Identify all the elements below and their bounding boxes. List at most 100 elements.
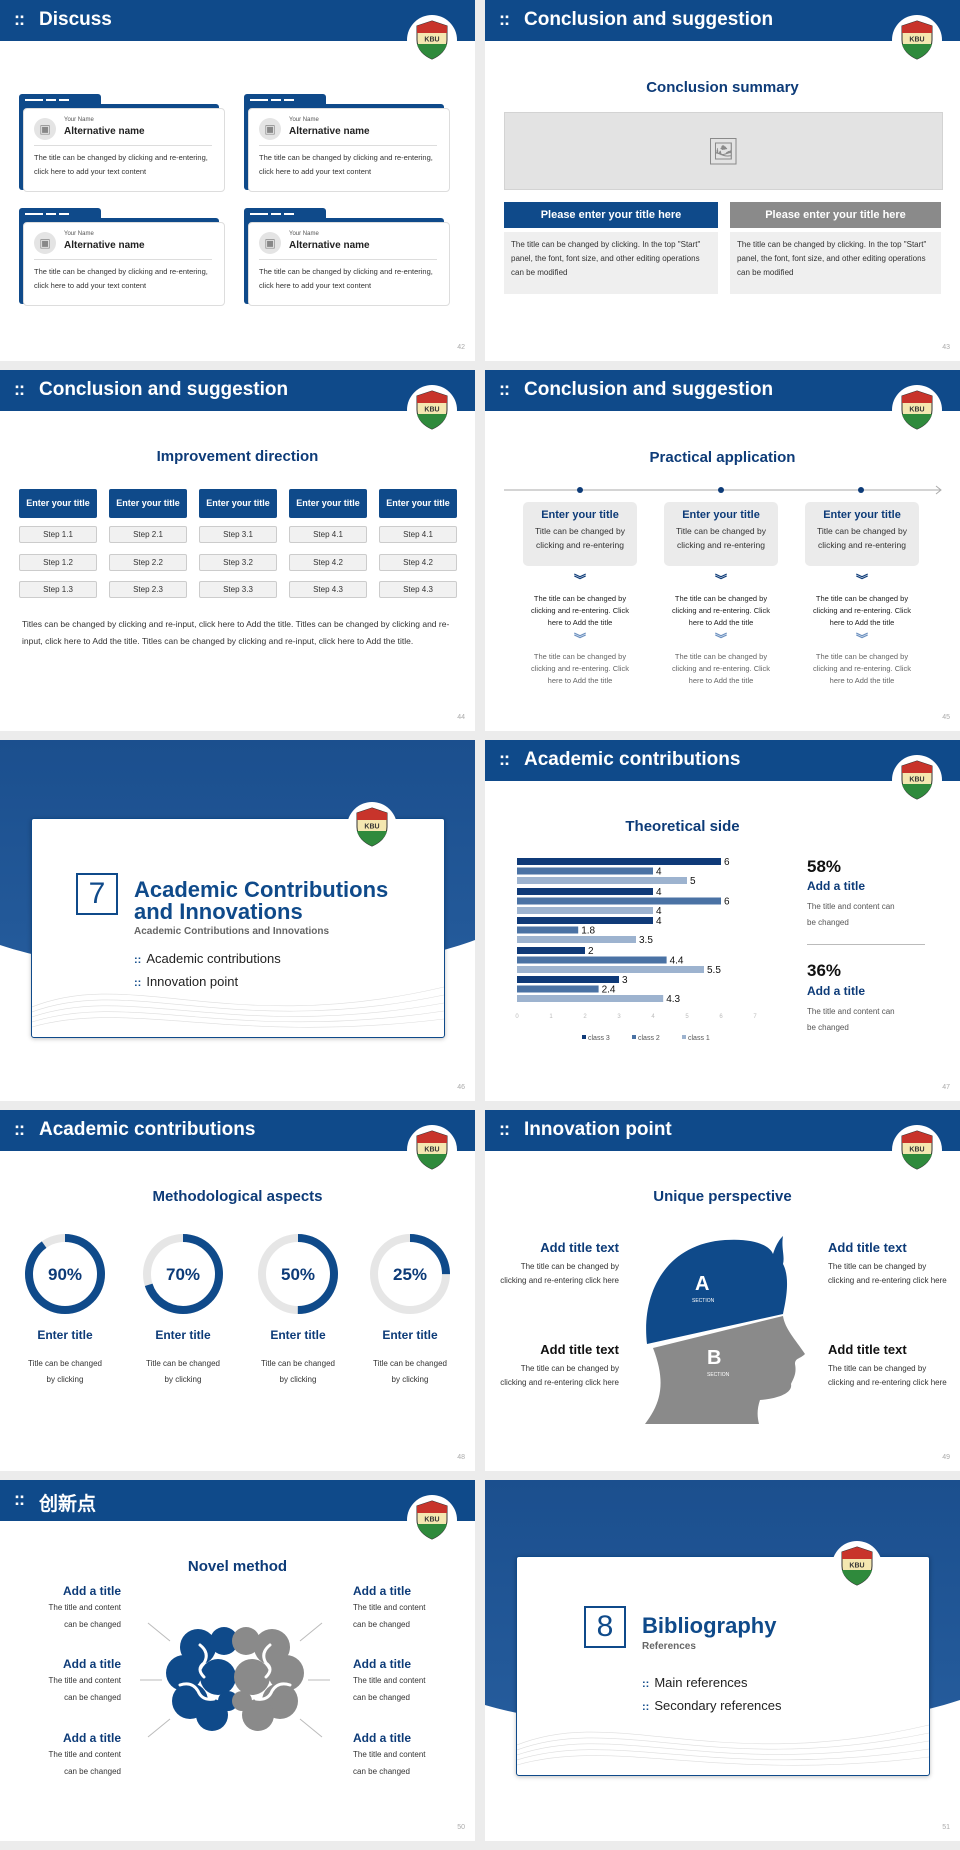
bar (517, 897, 721, 905)
text-block[interactable]: Add a title The title and content can be … (48, 1584, 122, 1629)
card-text: The title can be changed by clicking and… (259, 267, 433, 290)
step-box[interactable]: Step 4.2 (379, 554, 457, 571)
slide-title: 创新点 (39, 1494, 97, 1515)
step-box[interactable]: Step 2.2 (109, 554, 187, 571)
image-placeholder[interactable]: 🖼 (504, 112, 943, 190)
image-placeholder-icon[interactable]: ▣ (259, 118, 281, 140)
slide-discuss[interactable]: :: Discuss KBU ▣ Your Name Alternative name… (0, 0, 475, 361)
profile-card[interactable]: ▣ Your Name Alternative name The title can … (244, 94, 450, 192)
ring-text: Title can be changed by clicking (28, 1359, 102, 1384)
profile-card[interactable]: ▣ Your Name Alternative name The title can … (19, 208, 225, 306)
legend-swatch (582, 1035, 586, 1039)
page-number: 45 (942, 714, 950, 721)
text-block[interactable]: Add title text The title can be changed b… (828, 1240, 947, 1285)
name-label: Your Name (289, 231, 319, 237)
step-box[interactable]: Step 1.1 (19, 526, 97, 543)
column-title[interactable]: Enter your title (19, 489, 97, 518)
box-title[interactable]: Please enter your title here (730, 202, 941, 228)
slide-section-8[interactable]: 8 Bibliography References :: Main referen… (485, 1480, 960, 1841)
x-tick-label: 7 (753, 1014, 757, 1020)
wave-decoration (517, 1724, 929, 1766)
slide-improvement-direction[interactable]: :: Conclusion and suggestion KBU Improvem… (0, 370, 475, 731)
section-number: 7 (76, 873, 118, 915)
step-box[interactable]: Step 4.1 (289, 526, 367, 543)
slide-practical-application[interactable]: :: Conclusion and suggestion KBU Practica… (485, 370, 960, 731)
text-block[interactable]: Add a title The title and content can be … (353, 1584, 426, 1629)
step-box[interactable]: Step 1.2 (19, 554, 97, 571)
bullet-item[interactable]: :: Academic contributions (134, 951, 281, 966)
application-card[interactable]: Enter your title Title can be changed by … (664, 502, 778, 566)
bullet-item[interactable]: :: Secondary references (642, 1698, 782, 1713)
text-block[interactable]: Add a title The title and content can be … (48, 1731, 122, 1776)
slide-title: Conclusion and suggestion (39, 379, 289, 400)
slide-header: :: Conclusion and suggestion (0, 370, 475, 411)
application-card[interactable]: Enter your title Title can be changed by … (523, 502, 637, 566)
text-block[interactable]: Add title text The title can be changed b… (828, 1342, 947, 1387)
profile-card[interactable]: ▣ Your Name Alternative name The title can … (244, 208, 450, 306)
bar (517, 966, 704, 973)
bullet-item[interactable]: :: Innovation point (134, 974, 239, 989)
step-box[interactable]: Step 2.1 (109, 526, 187, 543)
image-placeholder-icon[interactable]: ▣ (259, 232, 281, 254)
ring-title: Enter title (37, 1328, 93, 1342)
text-block[interactable]: Add a title The title and content can be … (353, 1731, 426, 1776)
text-block[interactable]: Add a title The title and content can be … (48, 1657, 122, 1702)
progress-arc (25, 1234, 105, 1314)
step-box[interactable]: Step 4.3 (379, 581, 457, 598)
text-block[interactable]: Add a title The title and content can be … (353, 1657, 426, 1702)
svg-text:B: B (707, 1347, 721, 1369)
stat-text: The title and content can be changed (807, 1007, 895, 1032)
application-card[interactable]: Enter your title Title can be changed by … (805, 502, 919, 566)
text-block[interactable]: Add title text The title can be changed b… (500, 1342, 619, 1387)
image-placeholder-icon[interactable]: ▣ (34, 118, 56, 140)
step-box[interactable]: Step 3.1 (199, 526, 277, 543)
data-label: 5.5 (707, 965, 721, 976)
chevron-down-icon: ︾ (714, 632, 727, 646)
detail-text: The title can be changed by clicking and… (672, 652, 770, 685)
column-title[interactable]: Enter your title (109, 489, 187, 518)
timeline-line (504, 485, 942, 495)
card-text: The title can be changed by clicking and… (34, 267, 208, 290)
detail-text: The title can be changed by clicking and… (531, 594, 629, 627)
section-subtitle: References (642, 1641, 696, 1652)
bar (517, 936, 636, 943)
slide-methodological-aspects[interactable]: :: Academic contributions KBU Methodologi… (0, 1110, 475, 1471)
column-title[interactable]: Enter your title (379, 489, 457, 518)
step-box[interactable]: Step 2.3 (109, 581, 187, 598)
grid-dots-icon: :: (499, 9, 510, 29)
shield-icon: KBU (901, 1130, 933, 1170)
step-box[interactable]: Step 4.2 (289, 554, 367, 571)
x-tick-label: 2 (583, 1014, 587, 1020)
legend-label: class 3 (588, 1035, 610, 1042)
grid-dots-icon: :: (134, 977, 142, 989)
column-title[interactable]: Enter your title (289, 489, 367, 518)
svg-text:KBU: KBU (909, 1147, 924, 1154)
profile-card[interactable]: ▣ Your Name Alternative name The title can … (19, 94, 225, 192)
slide-theoretical-side[interactable]: :: Academic contributions KBU Theoretical… (485, 740, 960, 1101)
page-number: 48 (457, 1454, 465, 1461)
data-label: 3.5 (639, 935, 653, 946)
image-placeholder-icon[interactable]: ▣ (34, 232, 56, 254)
slide-unique-perspective[interactable]: :: Innovation point KBU Unique perspectiv… (485, 1110, 960, 1471)
bullet-item[interactable]: :: Main references (642, 1675, 748, 1690)
box-title[interactable]: Please enter your title here (504, 202, 718, 228)
bar (517, 867, 653, 875)
data-label: 3 (622, 975, 628, 986)
step-box[interactable]: Step 3.3 (199, 581, 277, 598)
grid-dots-icon: :: (14, 379, 25, 399)
slide-conclusion-summary[interactable]: :: Conclusion and suggestion KBU Conclusi… (485, 0, 960, 361)
step-box[interactable]: Step 4.3 (289, 581, 367, 598)
slide-novel-method[interactable]: :: 创新点 KBU Novel method Add a title The ti… (0, 1480, 475, 1841)
step-box[interactable]: Step 1.3 (19, 581, 97, 598)
slide-section-7[interactable]: 7 Academic Contributions and Innovations … (0, 740, 475, 1101)
add-image-icon[interactable]: 🖼 (706, 135, 740, 166)
x-tick-label: 3 (617, 1014, 621, 1020)
column-title[interactable]: Enter your title (199, 489, 277, 518)
chevron-down-icon: ︾ (714, 573, 727, 587)
paragraph: Titles can be changed by clicking and re… (22, 619, 450, 646)
step-box[interactable]: Step 4.1 (379, 526, 457, 543)
detail-text: The title can be changed by clicking and… (531, 652, 629, 685)
step-box[interactable]: Step 3.2 (199, 554, 277, 571)
text-block[interactable]: Add title text The title can be changed b… (500, 1240, 619, 1285)
slide-title: Innovation point (524, 1119, 672, 1140)
